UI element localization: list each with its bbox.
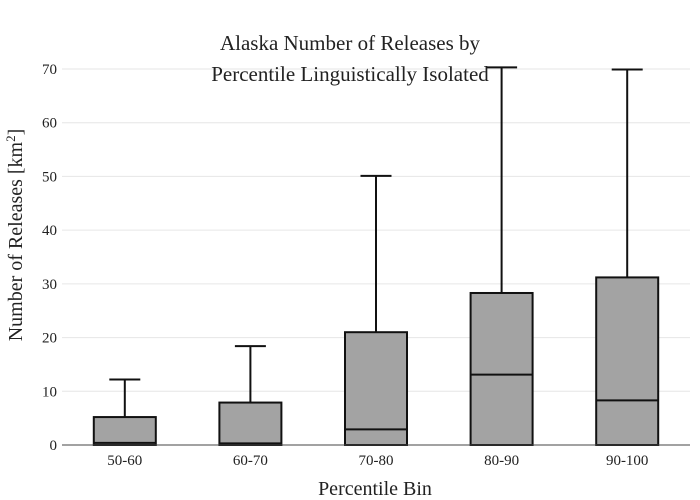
box-group bbox=[595, 68, 660, 447]
box-group bbox=[469, 66, 534, 447]
y-tick-label: 20 bbox=[42, 331, 57, 347]
y-axis-title-superscript: 2 bbox=[3, 135, 18, 142]
y-tick-label: 30 bbox=[42, 277, 57, 293]
box bbox=[92, 416, 157, 447]
x-tick-label: 60-70 bbox=[233, 453, 268, 469]
y-axis-title-text: Number of Releases [km bbox=[5, 141, 27, 341]
x-tick-label: 70-80 bbox=[359, 453, 394, 469]
y-tick-label: 0 bbox=[50, 438, 58, 454]
y-tick-label: 50 bbox=[42, 169, 57, 185]
box bbox=[344, 331, 408, 447]
y-axis-title-close: ] bbox=[5, 129, 27, 136]
x-tick-labels: 50-60 60-70 70-80 80-90 90-100 bbox=[107, 453, 648, 469]
chart-title-line-1: Alaska Number of Releases by bbox=[220, 31, 481, 55]
box-group bbox=[92, 378, 157, 447]
box-group bbox=[344, 174, 408, 447]
chart-title-line-2: Percentile Linguistically Isolated bbox=[211, 62, 489, 86]
box bbox=[469, 291, 534, 447]
x-tick-label: 80-90 bbox=[484, 453, 519, 469]
y-tick-labels: 0 10 20 30 40 50 60 70 bbox=[42, 62, 57, 454]
x-tick-label: 50-60 bbox=[107, 453, 142, 469]
box-group bbox=[218, 345, 283, 446]
y-axis-title: Number of Releases [km2] bbox=[3, 129, 27, 342]
y-tick-label: 10 bbox=[42, 384, 57, 400]
x-axis-title: Percentile Bin bbox=[318, 478, 432, 500]
x-tick-label: 90-100 bbox=[606, 453, 649, 469]
y-tick-label: 60 bbox=[42, 116, 57, 132]
y-tick-label: 70 bbox=[42, 62, 57, 78]
box bbox=[595, 276, 660, 447]
boxes bbox=[92, 66, 660, 447]
y-tick-label: 40 bbox=[42, 223, 57, 239]
box bbox=[218, 401, 283, 446]
